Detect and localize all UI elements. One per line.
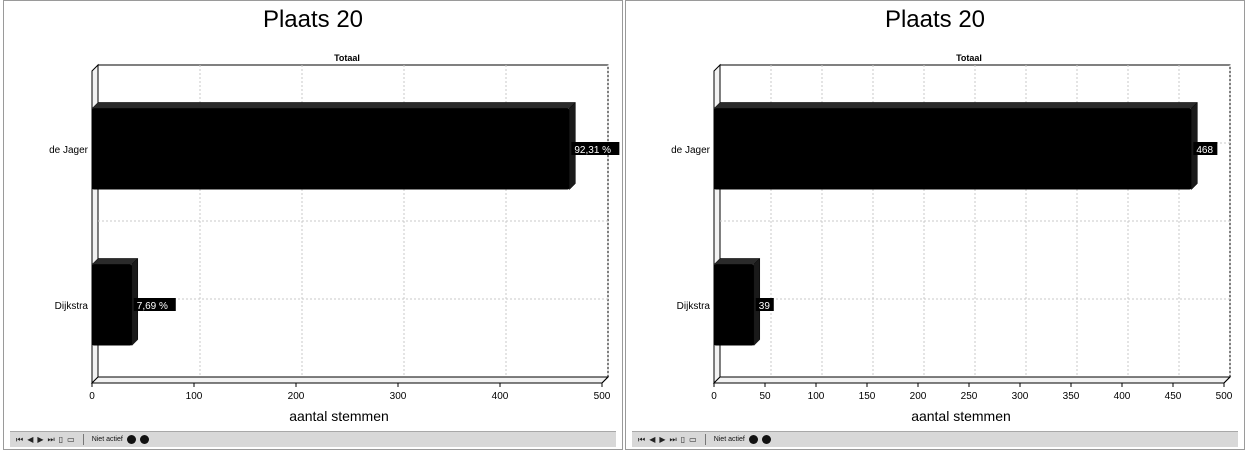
previous-page-icon[interactable]: ◀ (649, 434, 656, 444)
toolbar-separator (82, 434, 84, 445)
x-tick-label: 0 (89, 391, 95, 402)
bar-top-face (91, 102, 576, 109)
bar (714, 264, 754, 346)
data-label: 92,31 % (574, 145, 611, 156)
x-axis-corner (601, 376, 609, 384)
toolbar-separator (704, 434, 706, 445)
x-tick-label: 200 (288, 391, 305, 402)
x-tick-label: 50 (759, 391, 771, 402)
bar-chart-percent: Totaal 0 100 200 300 400 500 aantal stemmen de J… (49, 53, 620, 424)
x-tick-label: 400 (492, 391, 509, 402)
y-category-label: de Jager (49, 145, 89, 156)
next-page-icon[interactable]: ▶ (37, 434, 44, 444)
x-tick-label: 300 (1012, 391, 1029, 402)
report-toolbar: ⏮ ◀ ▶ ⏭ ▯ ▭ Niet actief (632, 431, 1238, 447)
plot-floor (90, 376, 610, 384)
y-category-label: Dijkstra (677, 301, 711, 312)
page-icon[interactable]: ▯ (58, 434, 64, 444)
first-page-icon[interactable]: ⏮ (638, 434, 646, 444)
chart-subtitle: Totaal (956, 53, 982, 63)
status-dot-icon (761, 435, 771, 444)
page-icon[interactable]: ▯ (680, 434, 686, 444)
status-dot-icon (748, 435, 758, 444)
x-tick-label: 500 (594, 391, 611, 402)
export-icon[interactable]: ▭ (67, 434, 75, 444)
status-dot-icon (126, 435, 136, 444)
x-tick-label: 0 (711, 391, 717, 402)
x-axis-label: aantal stemmen (911, 408, 1011, 424)
chart-title: Plaats 20 (884, 6, 986, 33)
data-label: 39 (759, 301, 771, 312)
data-label-box (571, 142, 620, 155)
plot-floor (712, 376, 1232, 384)
data-label-box (133, 298, 176, 311)
x-tick-label: 400 (1114, 391, 1131, 402)
x-tick-label: 500 (1216, 391, 1233, 402)
last-page-icon[interactable]: ⏭ (669, 434, 677, 444)
x-axis-corner (1223, 376, 1231, 384)
data-label: 468 (1196, 145, 1213, 156)
data-label-box (755, 298, 774, 311)
y-category-label: Dijkstra (55, 301, 89, 312)
bar-top-face (91, 258, 139, 265)
chart-title: Plaats 20 (262, 6, 364, 33)
previous-page-icon[interactable]: ◀ (27, 434, 34, 444)
status-label: Niet actief (91, 436, 123, 443)
bar (92, 264, 132, 346)
x-tick-label: 300 (390, 391, 407, 402)
export-icon[interactable]: ▭ (689, 434, 697, 444)
data-label: 7,69 % (137, 301, 168, 312)
chart-panel-percent: Plaats 20 Totaal 0 100 200 300 400 500 aantal s… (3, 0, 623, 450)
data-label-box (1193, 142, 1218, 155)
x-axis-label: aantal stemmen (289, 408, 389, 424)
last-page-icon[interactable]: ⏭ (47, 434, 55, 444)
chart-subtitle: Totaal (334, 53, 360, 63)
x-tick-label: 100 (808, 391, 825, 402)
status-label: Niet actief (713, 436, 745, 443)
status-dot-icon (139, 435, 149, 444)
chart-panel-count: Plaats 20 Totaal 0 50 100 150 200 250 300 350 400… (625, 0, 1245, 450)
x-tick-label: 250 (961, 391, 978, 402)
bar-top-face (713, 258, 761, 265)
bar-chart-count: Totaal 0 50 100 150 200 250 300 350 400 450 500 aant… (671, 53, 1233, 424)
bar-top-face (713, 102, 1198, 109)
next-page-icon[interactable]: ▶ (659, 434, 666, 444)
x-tick-label: 100 (186, 391, 203, 402)
x-tick-label: 200 (910, 391, 927, 402)
report-toolbar: ⏮ ◀ ▶ ⏭ ▯ ▭ Niet actief (10, 431, 616, 447)
y-category-label: de Jager (671, 145, 711, 156)
x-tick-label: 150 (859, 391, 876, 402)
bar (92, 108, 570, 190)
first-page-icon[interactable]: ⏮ (16, 434, 24, 444)
bar (714, 108, 1192, 190)
x-tick-label: 350 (1063, 391, 1080, 402)
x-tick-label: 450 (1165, 391, 1182, 402)
